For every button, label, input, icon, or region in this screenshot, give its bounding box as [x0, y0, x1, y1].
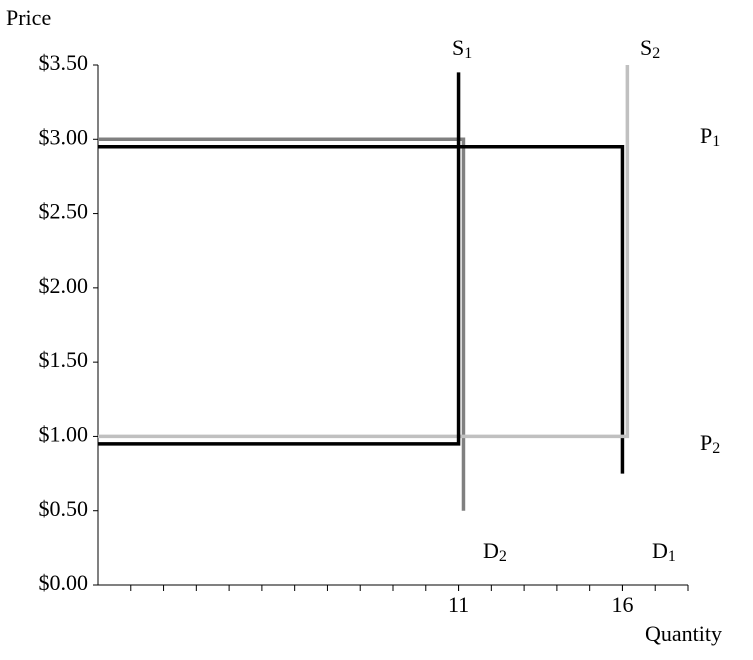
y-tick-label: $0.00: [39, 570, 89, 595]
x-tick-label: 16: [611, 592, 633, 617]
curve-label: D1: [652, 538, 676, 565]
y-tick-label: $3.50: [39, 50, 89, 75]
label-text: S: [452, 35, 464, 60]
curve: [98, 137, 466, 511]
label-subscript: 1: [712, 133, 720, 150]
curve-label: P1: [700, 123, 720, 150]
x-tick-label: 11: [448, 592, 469, 617]
y-tick-label: $0.50: [39, 496, 89, 521]
curve: [98, 72, 461, 446]
label-subscript: 1: [464, 45, 472, 62]
y-tick-label: $1.50: [39, 347, 89, 372]
x-axis-label: Quantity: [645, 621, 722, 646]
y-tick-label: $2.00: [39, 273, 89, 298]
label-text: P: [700, 430, 712, 455]
label-subscript: 2: [652, 45, 660, 62]
label-text: S: [640, 35, 652, 60]
y-tick-label: $3.00: [39, 124, 89, 149]
curve-label: S1: [452, 35, 472, 62]
label-text: D: [652, 538, 668, 563]
label-subscript: 2: [499, 548, 507, 565]
label-text: P: [700, 123, 712, 148]
label-subscript: 2: [712, 440, 720, 457]
curve: [98, 144, 625, 474]
curve: [98, 65, 630, 439]
y-tick-label: $2.50: [39, 199, 89, 224]
label-text: D: [483, 538, 499, 563]
curve-label: S2: [640, 35, 660, 62]
curve-label: P2: [700, 430, 720, 457]
y-tick-label: $1.00: [39, 421, 89, 446]
curve-label: D2: [483, 538, 507, 565]
label-subscript: 1: [668, 548, 676, 565]
y-axis-label: Price: [6, 5, 51, 30]
